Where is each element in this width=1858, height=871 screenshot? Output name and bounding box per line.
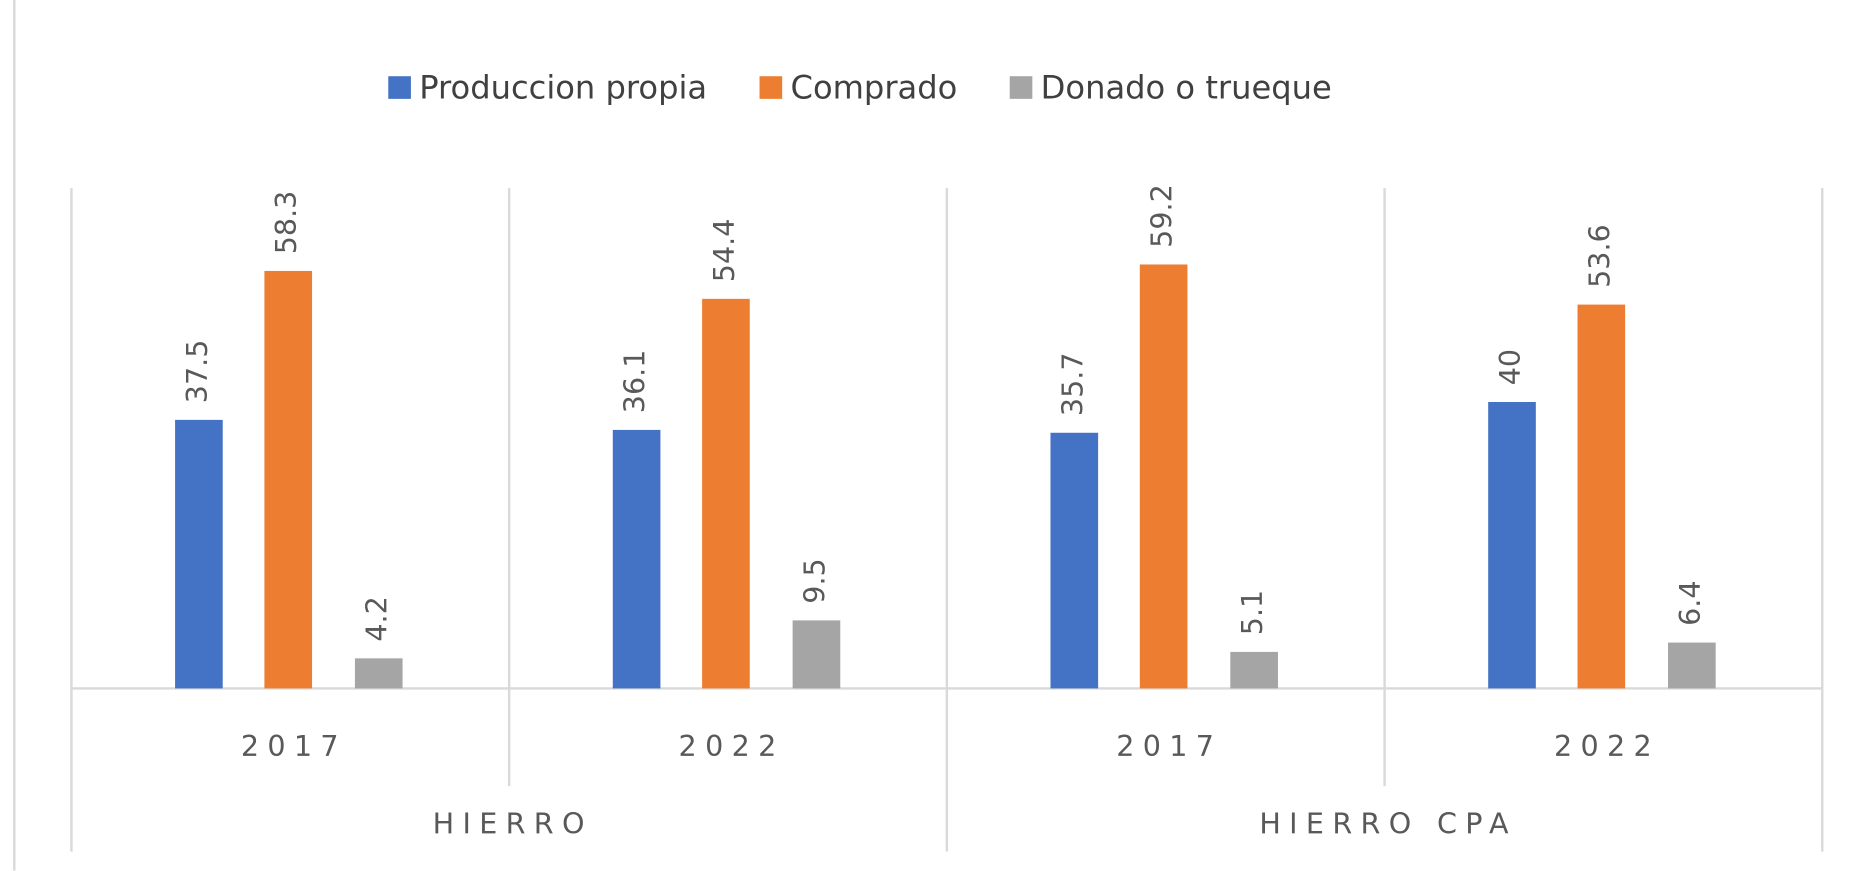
bar — [612, 429, 661, 689]
legend: Produccion propia Comprado Donado o truequ… — [388, 68, 1332, 106]
legend-label: Comprado — [791, 68, 958, 106]
bar — [354, 658, 403, 689]
data-label: 9.5 — [797, 558, 831, 603]
data-label: 54.4 — [707, 219, 741, 283]
x-tick-label: 2022 — [1554, 729, 1660, 763]
data-label: 35.7 — [1055, 352, 1089, 416]
bar — [1668, 642, 1716, 689]
bar — [1488, 401, 1536, 689]
bar — [1050, 432, 1099, 689]
data-label: 58.3 — [269, 191, 303, 255]
data-label: 37.5 — [180, 340, 214, 404]
group-label: HIERRO CPA — [1259, 806, 1517, 840]
bar — [1230, 651, 1278, 689]
bar — [175, 419, 223, 689]
data-label: 40 — [1493, 349, 1527, 385]
data-label: 4.2 — [360, 596, 394, 641]
x-tick-label: 2022 — [679, 729, 785, 763]
data-label: 59.2 — [1145, 184, 1179, 248]
bar — [264, 270, 313, 689]
bar — [1577, 304, 1626, 689]
legend-swatch — [388, 76, 411, 99]
legend-label: Donado o trueque — [1041, 68, 1332, 106]
group-label: HIERRO — [433, 806, 593, 840]
bar — [1139, 264, 1188, 689]
legend-swatch — [759, 76, 783, 99]
data-label: 53.6 — [1582, 224, 1616, 288]
x-tick-label: 2017 — [1116, 729, 1222, 763]
data-label: 36.1 — [618, 350, 652, 414]
bar — [702, 298, 750, 689]
legend-swatch — [1009, 76, 1033, 99]
x-tick-label: 2017 — [241, 729, 347, 763]
legend-label: Produccion propia — [419, 68, 707, 106]
data-label: 5.1 — [1235, 590, 1269, 635]
data-label: 6.4 — [1673, 580, 1707, 625]
bar — [792, 620, 841, 689]
